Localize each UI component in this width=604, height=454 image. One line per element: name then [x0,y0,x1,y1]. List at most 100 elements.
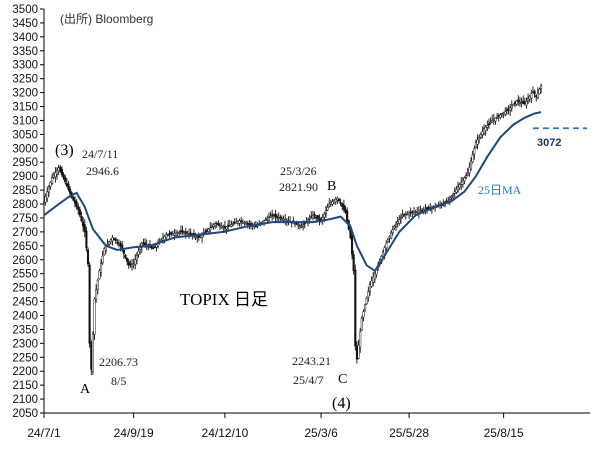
price-body [284,219,287,222]
price-body [186,233,189,235]
price-body [285,219,288,222]
y-tick-label: 2950 [12,157,38,169]
price-body [456,186,460,192]
price-body [509,107,512,111]
price-body [176,232,179,234]
price-body [109,239,112,243]
price-body [235,222,238,224]
price-body [85,230,88,249]
y-tick-label: 2750 [12,213,38,225]
price-body [72,197,75,201]
y-tick-label: 2450 [12,297,38,309]
reference-value-label: 3072 [537,137,561,149]
price-body [166,234,169,236]
price-body [329,202,332,205]
price-body [233,221,236,224]
price-body [334,198,337,202]
price-body [227,224,230,227]
price-body [528,95,531,100]
price-body [60,169,63,176]
x-axis: 24/7/1 24/9/19 24/12/10 25/3/6 25/5/28 25/8/1… [27,412,590,440]
price-body [161,237,165,241]
price-body [339,202,342,204]
price-body [293,223,297,225]
price-body [113,238,116,241]
price-body [300,226,303,228]
price-body [538,89,541,95]
price-body [178,232,181,234]
price-body [460,182,463,185]
price-body [512,104,515,106]
price-body [328,203,331,207]
price-body [183,232,186,234]
price-body [523,101,526,104]
y-tick-label: 2200 [12,366,38,378]
y-tick-label: 2250 [12,352,38,364]
price-body [372,276,375,283]
annotation-b-letter: B [327,179,336,194]
price-body [246,223,249,225]
price-body [132,263,135,266]
y-tick-label: 2700 [12,227,38,239]
x-tick-label: 25/8/15 [484,426,524,440]
price-body [333,200,336,203]
price-body [419,210,422,212]
y-tick-label: 2650 [12,241,38,253]
price-body [386,239,389,242]
price-body [245,222,248,225]
price-body [515,100,518,105]
price-body [370,280,373,287]
price-body [468,167,471,174]
price-body [271,214,274,216]
price-body [393,226,396,229]
price-body [344,209,347,213]
price-body [513,102,517,104]
price-body [155,244,158,248]
price-body [398,219,401,224]
price-body [184,231,187,234]
price-body [165,234,168,238]
price-body [385,242,388,249]
price-body [209,227,212,230]
price-body [137,251,140,255]
price-body [427,206,430,209]
price-body [342,205,345,210]
price-body [416,211,419,213]
y-tick-label: 2600 [12,255,38,267]
price-body [90,342,93,370]
y-tick-label: 2500 [12,283,38,295]
price-body [478,136,481,139]
y-tick-label: 2550 [12,269,38,281]
price-body [500,113,504,116]
price-body [337,198,341,202]
price-body [350,236,354,255]
price-body [254,225,257,228]
price-body [280,218,284,220]
y-tick-label: 3400 [12,32,38,44]
price-body [359,331,362,348]
price-body [223,226,226,228]
x-tick-label: 24/12/10 [202,426,249,440]
price-body [492,119,495,121]
price-body [80,215,83,222]
price-body [409,211,412,214]
price-body [51,177,54,184]
chart-title: TOPIX 日足 [180,290,268,309]
price-body [222,226,225,229]
price-body [471,154,474,163]
price-body [481,131,484,135]
price-body [357,345,360,359]
annotation-b-value: 2821.90 [279,180,318,194]
annotation-c-letter: C [338,372,347,387]
price-body [466,173,469,176]
price-body [489,121,492,124]
price-body [507,108,510,111]
price-body [277,217,280,219]
price-body [404,213,407,216]
price-body [210,226,213,228]
price-body [360,318,363,331]
price-body [83,224,86,233]
price-body [535,95,538,98]
price-body [324,210,328,214]
